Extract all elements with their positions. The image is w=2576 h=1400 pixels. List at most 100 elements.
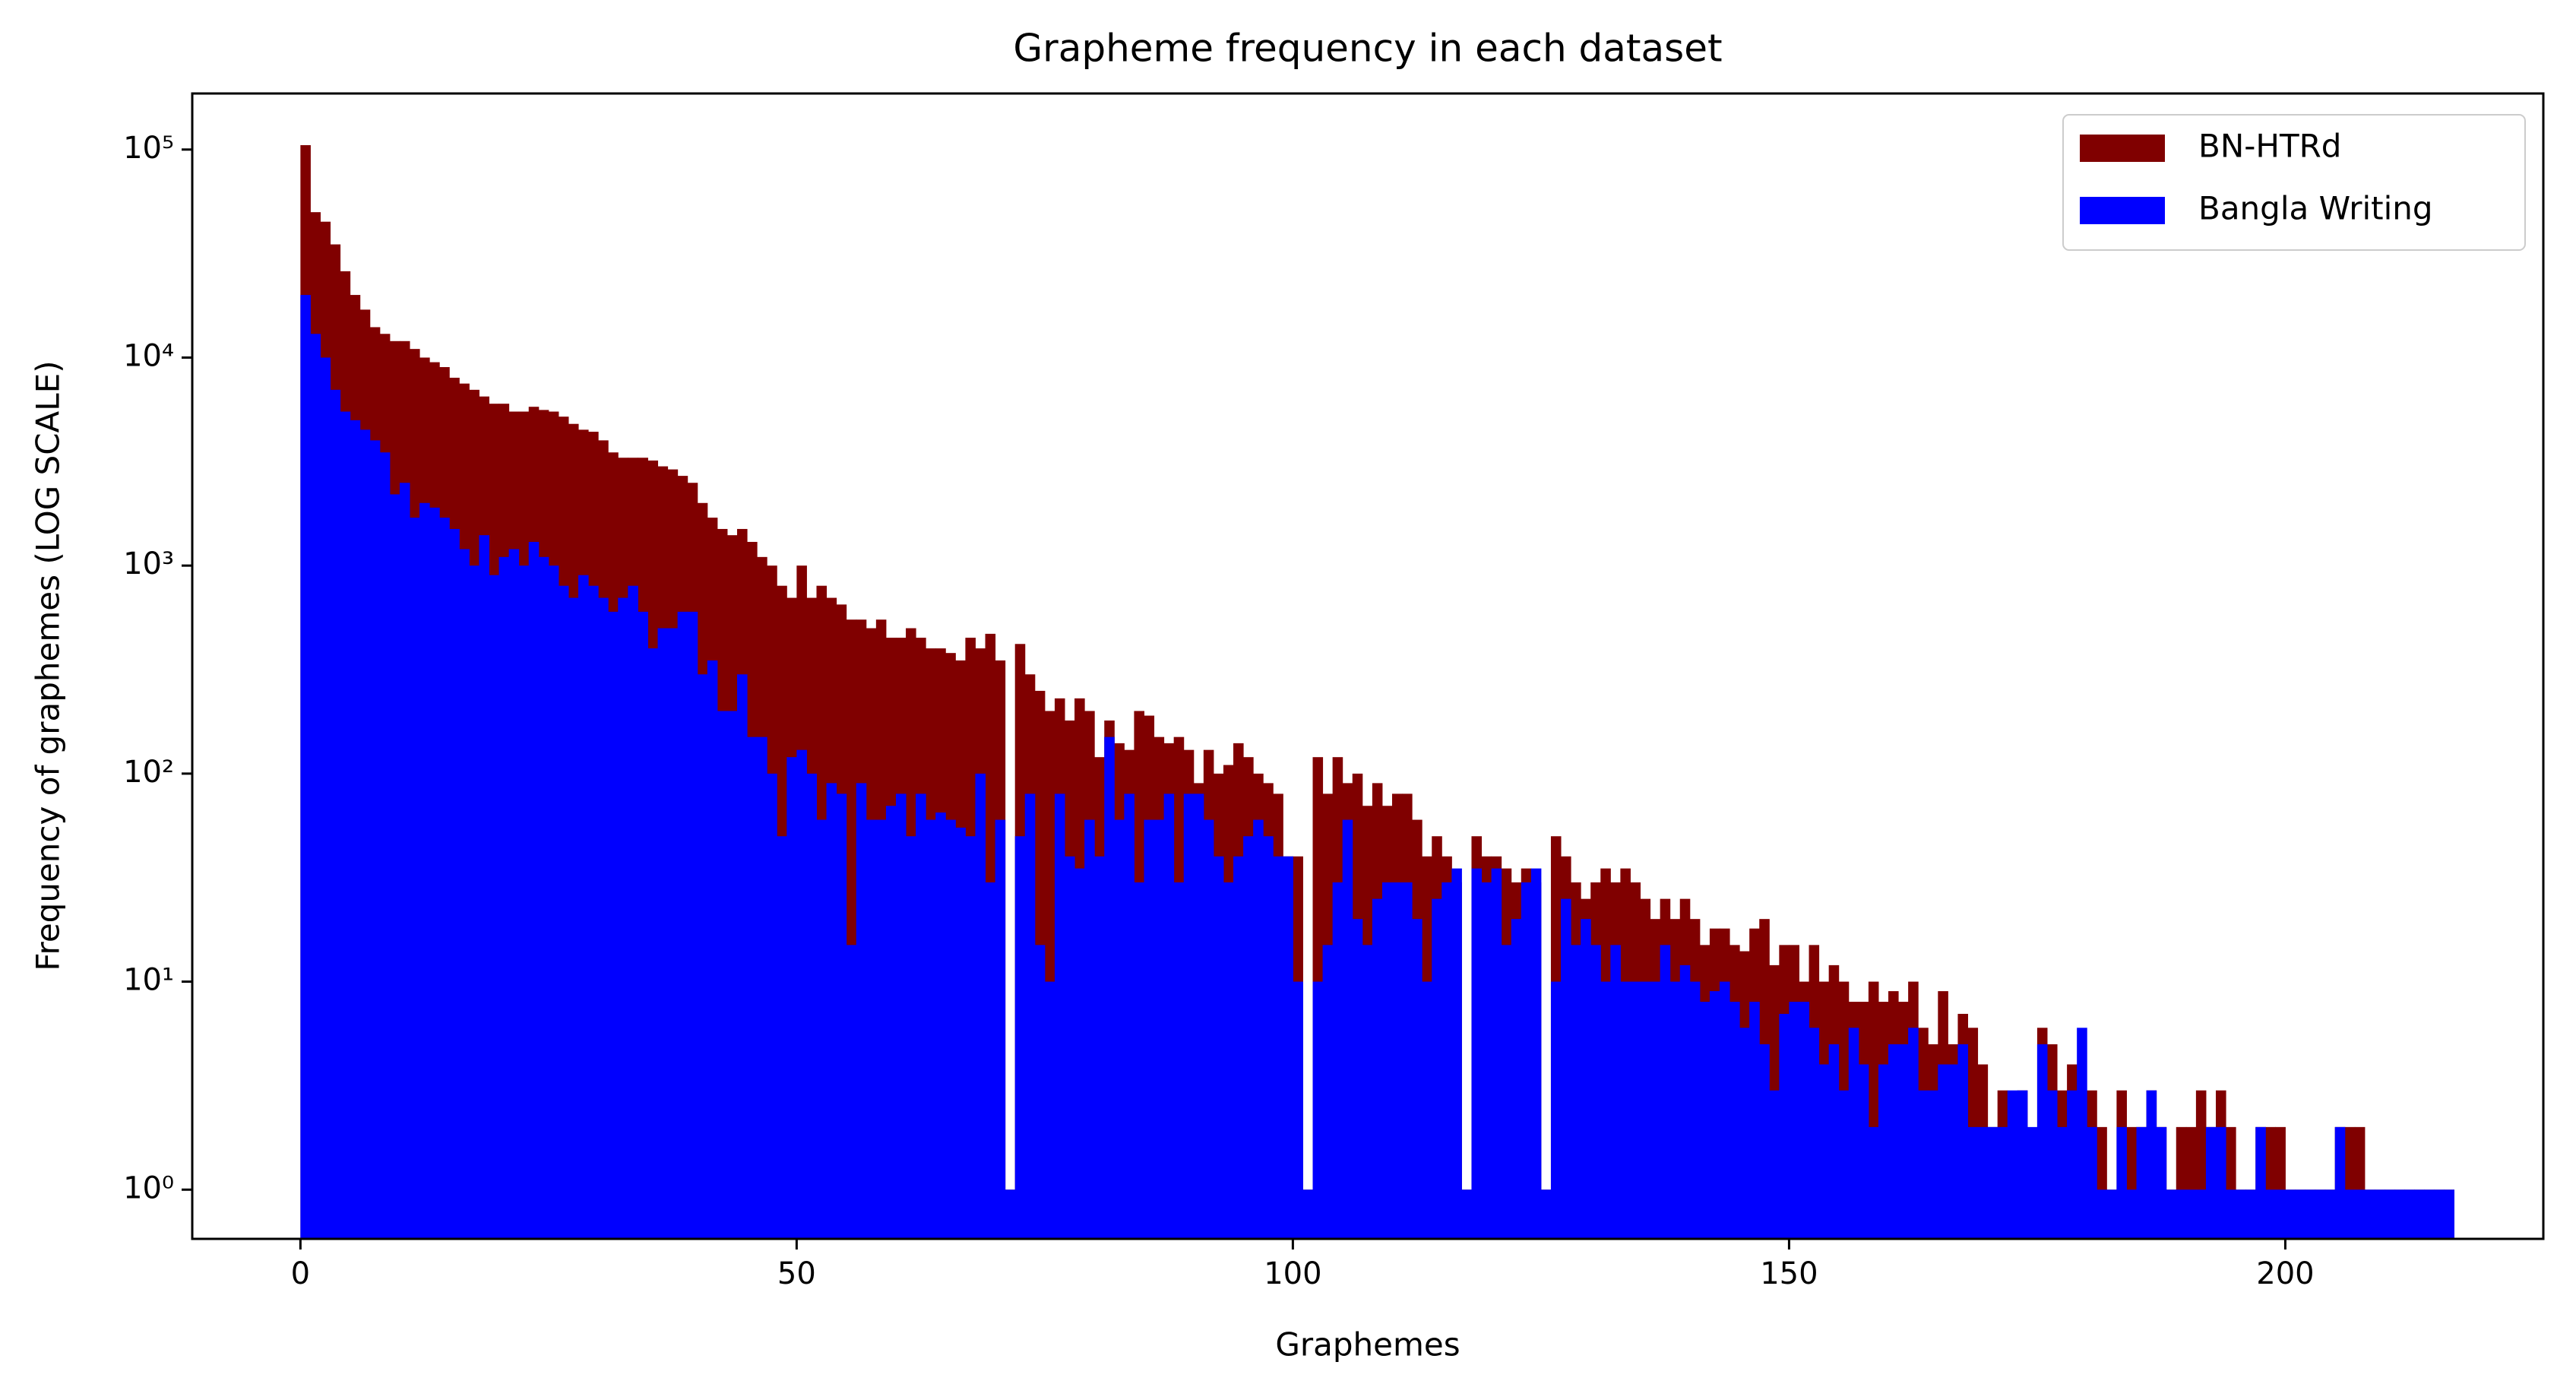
bar xyxy=(1223,882,1234,1239)
bar xyxy=(369,440,381,1239)
bar xyxy=(796,749,807,1239)
bar xyxy=(1997,1126,2008,1239)
y-tick-label: 10⁵ xyxy=(123,131,174,166)
bar xyxy=(2385,1189,2395,1239)
bar xyxy=(449,528,460,1239)
bar xyxy=(2185,1189,2197,1239)
bar xyxy=(1034,945,1046,1239)
bar xyxy=(1104,736,1115,1239)
bar xyxy=(895,793,907,1239)
bar xyxy=(647,648,659,1239)
bar xyxy=(1402,882,1413,1239)
bar xyxy=(657,628,669,1239)
bar xyxy=(2057,1126,2068,1239)
bar xyxy=(1739,1028,1750,1239)
bar xyxy=(747,736,758,1239)
bar xyxy=(320,357,331,1239)
bar xyxy=(2195,1189,2207,1239)
bar xyxy=(598,597,609,1239)
bar xyxy=(489,575,500,1239)
bar xyxy=(1412,919,1422,1239)
bar xyxy=(628,585,638,1239)
bar xyxy=(1054,793,1065,1239)
bar xyxy=(2245,1189,2256,1239)
bar xyxy=(1332,882,1343,1239)
bar xyxy=(1124,793,1135,1239)
bar xyxy=(816,819,828,1239)
legend-label: Bangla Writing xyxy=(2198,190,2433,227)
bar xyxy=(568,597,579,1239)
bar xyxy=(906,836,916,1239)
bar xyxy=(1719,981,1730,1239)
bar xyxy=(1263,836,1274,1239)
bar xyxy=(1243,836,1254,1239)
bar xyxy=(777,836,787,1239)
bar xyxy=(1540,1189,1552,1239)
bar xyxy=(1014,836,1026,1239)
bar xyxy=(2364,1189,2375,1239)
bar xyxy=(726,711,738,1239)
bar xyxy=(1699,1002,1710,1239)
bar xyxy=(1729,1002,1740,1239)
bar xyxy=(1391,882,1403,1239)
bar xyxy=(1809,1028,1820,1239)
bar xyxy=(2017,1090,2028,1239)
bar xyxy=(1283,856,1293,1239)
bar xyxy=(965,836,976,1239)
bar xyxy=(2285,1189,2296,1239)
bar xyxy=(389,494,400,1239)
bar xyxy=(618,597,628,1239)
y-tick-label: 10¹ xyxy=(123,963,174,998)
bar xyxy=(875,819,887,1239)
bar xyxy=(2226,1189,2236,1239)
bar xyxy=(2374,1189,2385,1239)
bar xyxy=(717,711,728,1239)
bar xyxy=(2007,1090,2018,1239)
bar xyxy=(498,556,510,1239)
bar xyxy=(2116,1126,2127,1239)
bar xyxy=(1293,981,1303,1239)
bar xyxy=(2077,1028,2087,1239)
bar xyxy=(1838,1090,1850,1239)
bar xyxy=(1818,1064,1830,1239)
bar xyxy=(856,783,867,1239)
bar xyxy=(1312,981,1324,1239)
bar xyxy=(1799,1002,1810,1239)
bar xyxy=(885,806,897,1239)
bar xyxy=(1044,981,1055,1239)
bar xyxy=(2097,1189,2107,1239)
bar xyxy=(2295,1189,2306,1239)
bar xyxy=(955,827,966,1239)
bar xyxy=(2255,1126,2266,1239)
bar xyxy=(1769,1090,1780,1239)
bar xyxy=(1660,945,1671,1239)
bar xyxy=(1581,919,1591,1239)
bar xyxy=(1620,981,1631,1239)
bar xyxy=(1918,1090,1929,1239)
bar xyxy=(846,945,857,1239)
bar xyxy=(2036,1044,2048,1239)
x-tick-label: 0 xyxy=(291,1256,310,1291)
bar xyxy=(1600,981,1611,1239)
bar xyxy=(2067,1090,2078,1239)
bar xyxy=(479,535,490,1239)
bar xyxy=(975,773,986,1239)
bar xyxy=(2354,1189,2366,1239)
bar xyxy=(2176,1189,2187,1239)
bar xyxy=(1381,882,1393,1239)
bar xyxy=(1709,991,1720,1239)
bar xyxy=(1848,1028,1859,1239)
bar xyxy=(2265,1189,2276,1239)
bar xyxy=(1650,981,1661,1239)
bar xyxy=(1858,1064,1869,1239)
bar xyxy=(439,518,450,1239)
chart-title: Grapheme frequency in each dataset xyxy=(1013,27,1722,71)
bar xyxy=(677,611,688,1239)
bar xyxy=(429,507,440,1239)
bar xyxy=(310,334,321,1240)
bar xyxy=(806,773,817,1239)
bar xyxy=(2146,1090,2157,1239)
bar xyxy=(2156,1126,2167,1239)
bar xyxy=(1689,981,1701,1239)
bar xyxy=(1193,793,1204,1239)
